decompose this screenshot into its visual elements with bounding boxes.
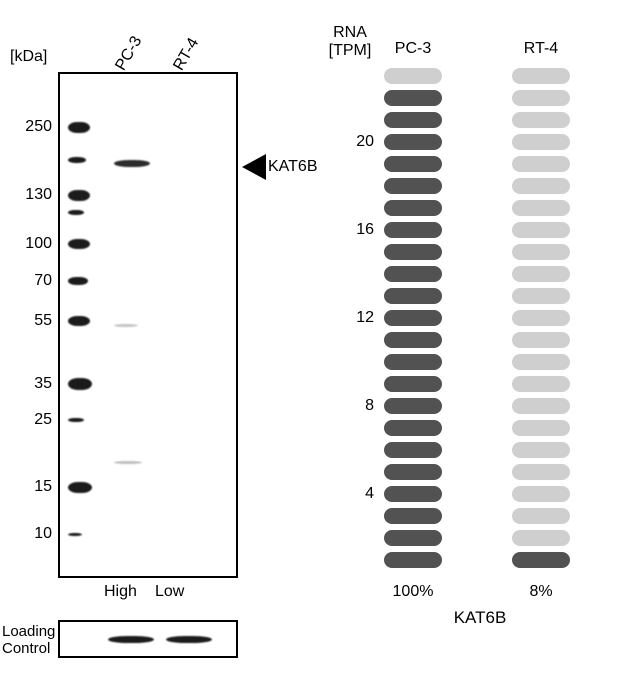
rna-tick-label: 8: [344, 397, 374, 415]
rna-pill: [384, 90, 442, 106]
rna-pill: [384, 266, 442, 282]
sample-band: [114, 324, 138, 327]
rna-pill: [512, 508, 570, 524]
loading-control-label: Loading Control: [2, 623, 55, 658]
mw-tick-label: 35: [10, 375, 52, 393]
rna-pill: [384, 376, 442, 392]
target-label: KAT6B: [268, 158, 318, 176]
rna-pill: [384, 68, 442, 84]
rna-pill: [384, 310, 442, 326]
ladder-band: [68, 210, 84, 215]
sample-band: [114, 461, 142, 464]
kda-axis-label: [kDa]: [10, 48, 47, 66]
ladder-band: [68, 482, 92, 493]
rna-pill: [384, 442, 442, 458]
rna-pill: [512, 376, 570, 392]
rna-pill: [512, 332, 570, 348]
rna-pill: [384, 156, 442, 172]
ladder-band: [68, 190, 90, 201]
rna-pill: [384, 244, 442, 260]
rna-pct-pc3: 100%: [384, 583, 442, 601]
loading-control-band-pc3: [108, 636, 154, 643]
rna-sample-label-pc3: PC-3: [384, 40, 442, 58]
rna-pill: [384, 464, 442, 480]
rna-pill: [384, 288, 442, 304]
rna-pill: [512, 222, 570, 238]
rna-pill: [384, 486, 442, 502]
western-blot-panel: [kDa] PC-3 RT-4 250 130 100 70 55 35 25 15 10 KA…: [0, 0, 320, 684]
rna-pill: [384, 332, 442, 348]
rna-pill: [512, 288, 570, 304]
rna-pct-rt4: 8%: [512, 583, 570, 601]
rna-pill: [512, 530, 570, 546]
rna-pill: [512, 68, 570, 84]
blot-lane-label-pc3: PC-3: [112, 33, 146, 74]
mw-tick-label: 55: [10, 312, 52, 330]
rna-pill: [512, 486, 570, 502]
rna-sample-label-rt4: RT-4: [512, 40, 570, 58]
rna-pill: [384, 552, 442, 568]
rna-pill: [512, 464, 570, 480]
ladder-band: [68, 277, 88, 285]
expression-level-low: Low: [155, 583, 184, 601]
mw-tick-label: 25: [10, 411, 52, 429]
rna-tick-label: 20: [344, 133, 374, 151]
expression-level-high: High: [104, 583, 137, 601]
rna-pill: [384, 112, 442, 128]
mw-tick-label: 130: [10, 186, 52, 204]
ladder-band: [68, 157, 86, 163]
rna-pill: [512, 178, 570, 194]
rna-pill: [512, 420, 570, 436]
figure-root: [kDa] PC-3 RT-4 250 130 100 70 55 35 25 15 10 KA…: [0, 0, 640, 684]
rna-pill: [512, 156, 570, 172]
ladder-band: [68, 239, 90, 249]
rna-pill: [512, 398, 570, 414]
rna-pill: [384, 508, 442, 524]
rna-tpm-panel: RNA [TPM] PC-3 RT-4 20 16 12 8 4 100% 8% KAT…: [320, 0, 640, 684]
rna-tick-label: 4: [344, 485, 374, 503]
rna-pill: [384, 530, 442, 546]
rna-pill: [384, 134, 442, 150]
rna-pill: [512, 552, 570, 568]
rna-pill: [512, 442, 570, 458]
mw-tick-label: 10: [10, 525, 52, 543]
mw-tick-label: 70: [10, 272, 52, 290]
mw-tick-label: 15: [10, 478, 52, 496]
ladder-band: [68, 533, 82, 536]
rna-pill: [512, 134, 570, 150]
rna-pill: [384, 354, 442, 370]
rna-pill: [512, 90, 570, 106]
rna-pill: [384, 420, 442, 436]
mw-tick-label: 250: [10, 118, 52, 136]
mw-tick-label: 100: [10, 235, 52, 253]
ladder-band: [68, 378, 92, 390]
rna-gene-label: KAT6B: [416, 608, 544, 628]
rna-axis-label: RNA [TPM]: [320, 24, 380, 60]
rna-pill: [512, 112, 570, 128]
ladder-band: [68, 316, 90, 326]
blot-lane-label-rt4: RT-4: [170, 35, 203, 74]
rna-tick-label: 12: [344, 309, 374, 327]
rna-pill: [512, 244, 570, 260]
rna-pill: [384, 178, 442, 194]
rna-pill: [384, 222, 442, 238]
sample-band: [114, 160, 150, 167]
rna-pill: [512, 200, 570, 216]
loading-control-band-rt4: [166, 636, 212, 643]
ladder-band: [68, 122, 90, 133]
rna-pill: [512, 354, 570, 370]
rna-pill: [384, 200, 442, 216]
rna-pill: [384, 398, 442, 414]
rna-pill: [512, 266, 570, 282]
ladder-band: [68, 418, 84, 422]
target-arrow-icon: [242, 154, 266, 180]
rna-tick-label: 16: [344, 221, 374, 239]
rna-pill: [512, 310, 570, 326]
